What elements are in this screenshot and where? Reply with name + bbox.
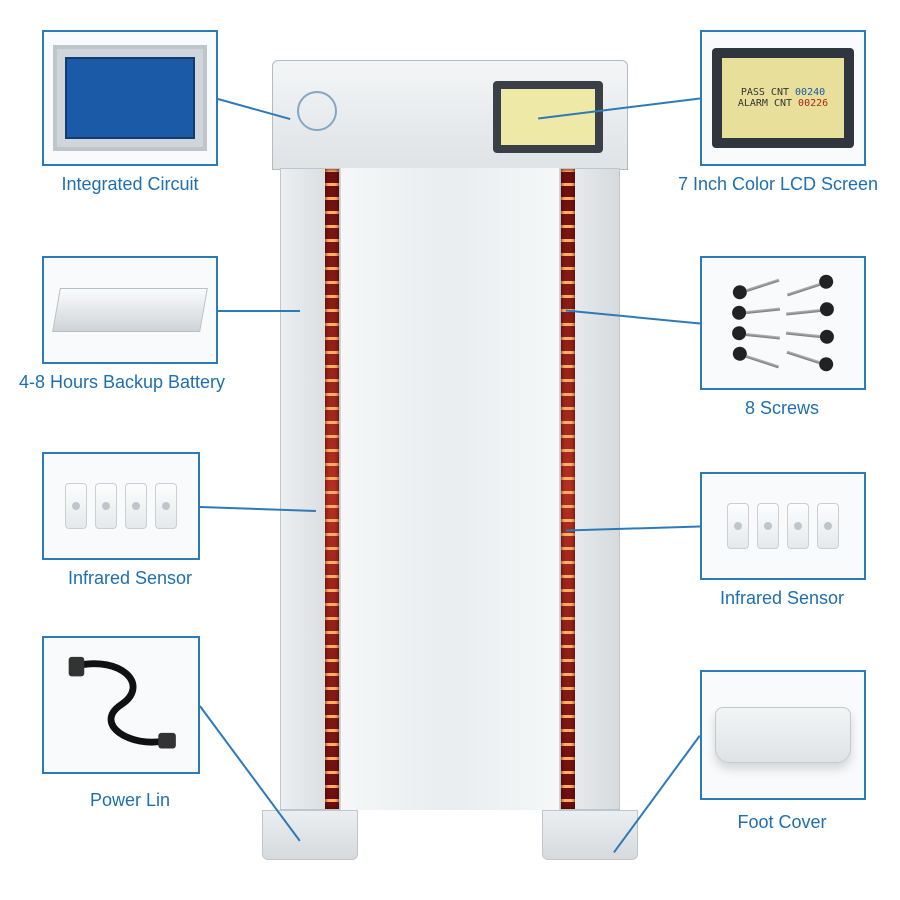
leader-line — [218, 310, 300, 312]
gate-foot-left — [262, 810, 358, 860]
callout-label-screws: 8 Screws — [672, 398, 892, 419]
callout-label-backup-battery: 4-8 Hours Backup Battery — [12, 372, 232, 393]
gate-foot-right — [542, 810, 638, 860]
callout-backup-battery — [42, 256, 218, 364]
circuit-board-icon — [53, 45, 208, 151]
lcd-screen-icon: PASS CNT 00240ALARM CNT 00226 — [712, 48, 855, 148]
callout-label-infrared-sensor-right: Infrared Sensor — [672, 588, 892, 609]
callout-screws — [700, 256, 866, 390]
callout-power-line — [42, 636, 200, 774]
callout-lcd-screen: PASS CNT 00240ALARM CNT 00226 — [700, 30, 866, 166]
lcd-line2-label: ALARM CNT — [738, 98, 792, 109]
lcd-line2-value: 00226 — [798, 98, 828, 109]
gate-pillar-left — [280, 168, 340, 810]
lcd-line1-label: PASS CNT — [741, 87, 789, 98]
infrared-sensor-icon — [65, 483, 177, 529]
callout-label-lcd-screen: 7 Inch Color LCD Screen — [668, 174, 888, 195]
gate-passage — [340, 168, 560, 810]
lcd-line1-value: 00240 — [795, 87, 825, 98]
screws-icon — [732, 280, 834, 366]
infrared-sensor-icon — [727, 503, 839, 549]
brand-logo-icon — [297, 91, 337, 131]
callout-label-infrared-sensor-left: Infrared Sensor — [20, 568, 240, 589]
gate-header — [272, 60, 628, 170]
callout-infrared-sensor-right — [700, 472, 866, 580]
power-cable-icon — [52, 651, 191, 758]
battery-icon — [52, 288, 208, 332]
callout-label-integrated-circuit: Integrated Circuit — [20, 174, 240, 195]
led-strip-icon — [325, 169, 339, 809]
callout-foot-cover — [700, 670, 866, 800]
detector-gate — [280, 60, 620, 860]
callout-label-power-line: Power Lin — [20, 790, 240, 811]
gate-pillar-right — [560, 168, 620, 810]
leader-line — [613, 735, 700, 853]
callout-infrared-sensor-left — [42, 452, 200, 560]
callout-label-foot-cover: Foot Cover — [672, 812, 892, 833]
callout-integrated-circuit — [42, 30, 218, 166]
foot-cover-icon — [715, 707, 851, 763]
led-strip-icon — [561, 169, 575, 809]
